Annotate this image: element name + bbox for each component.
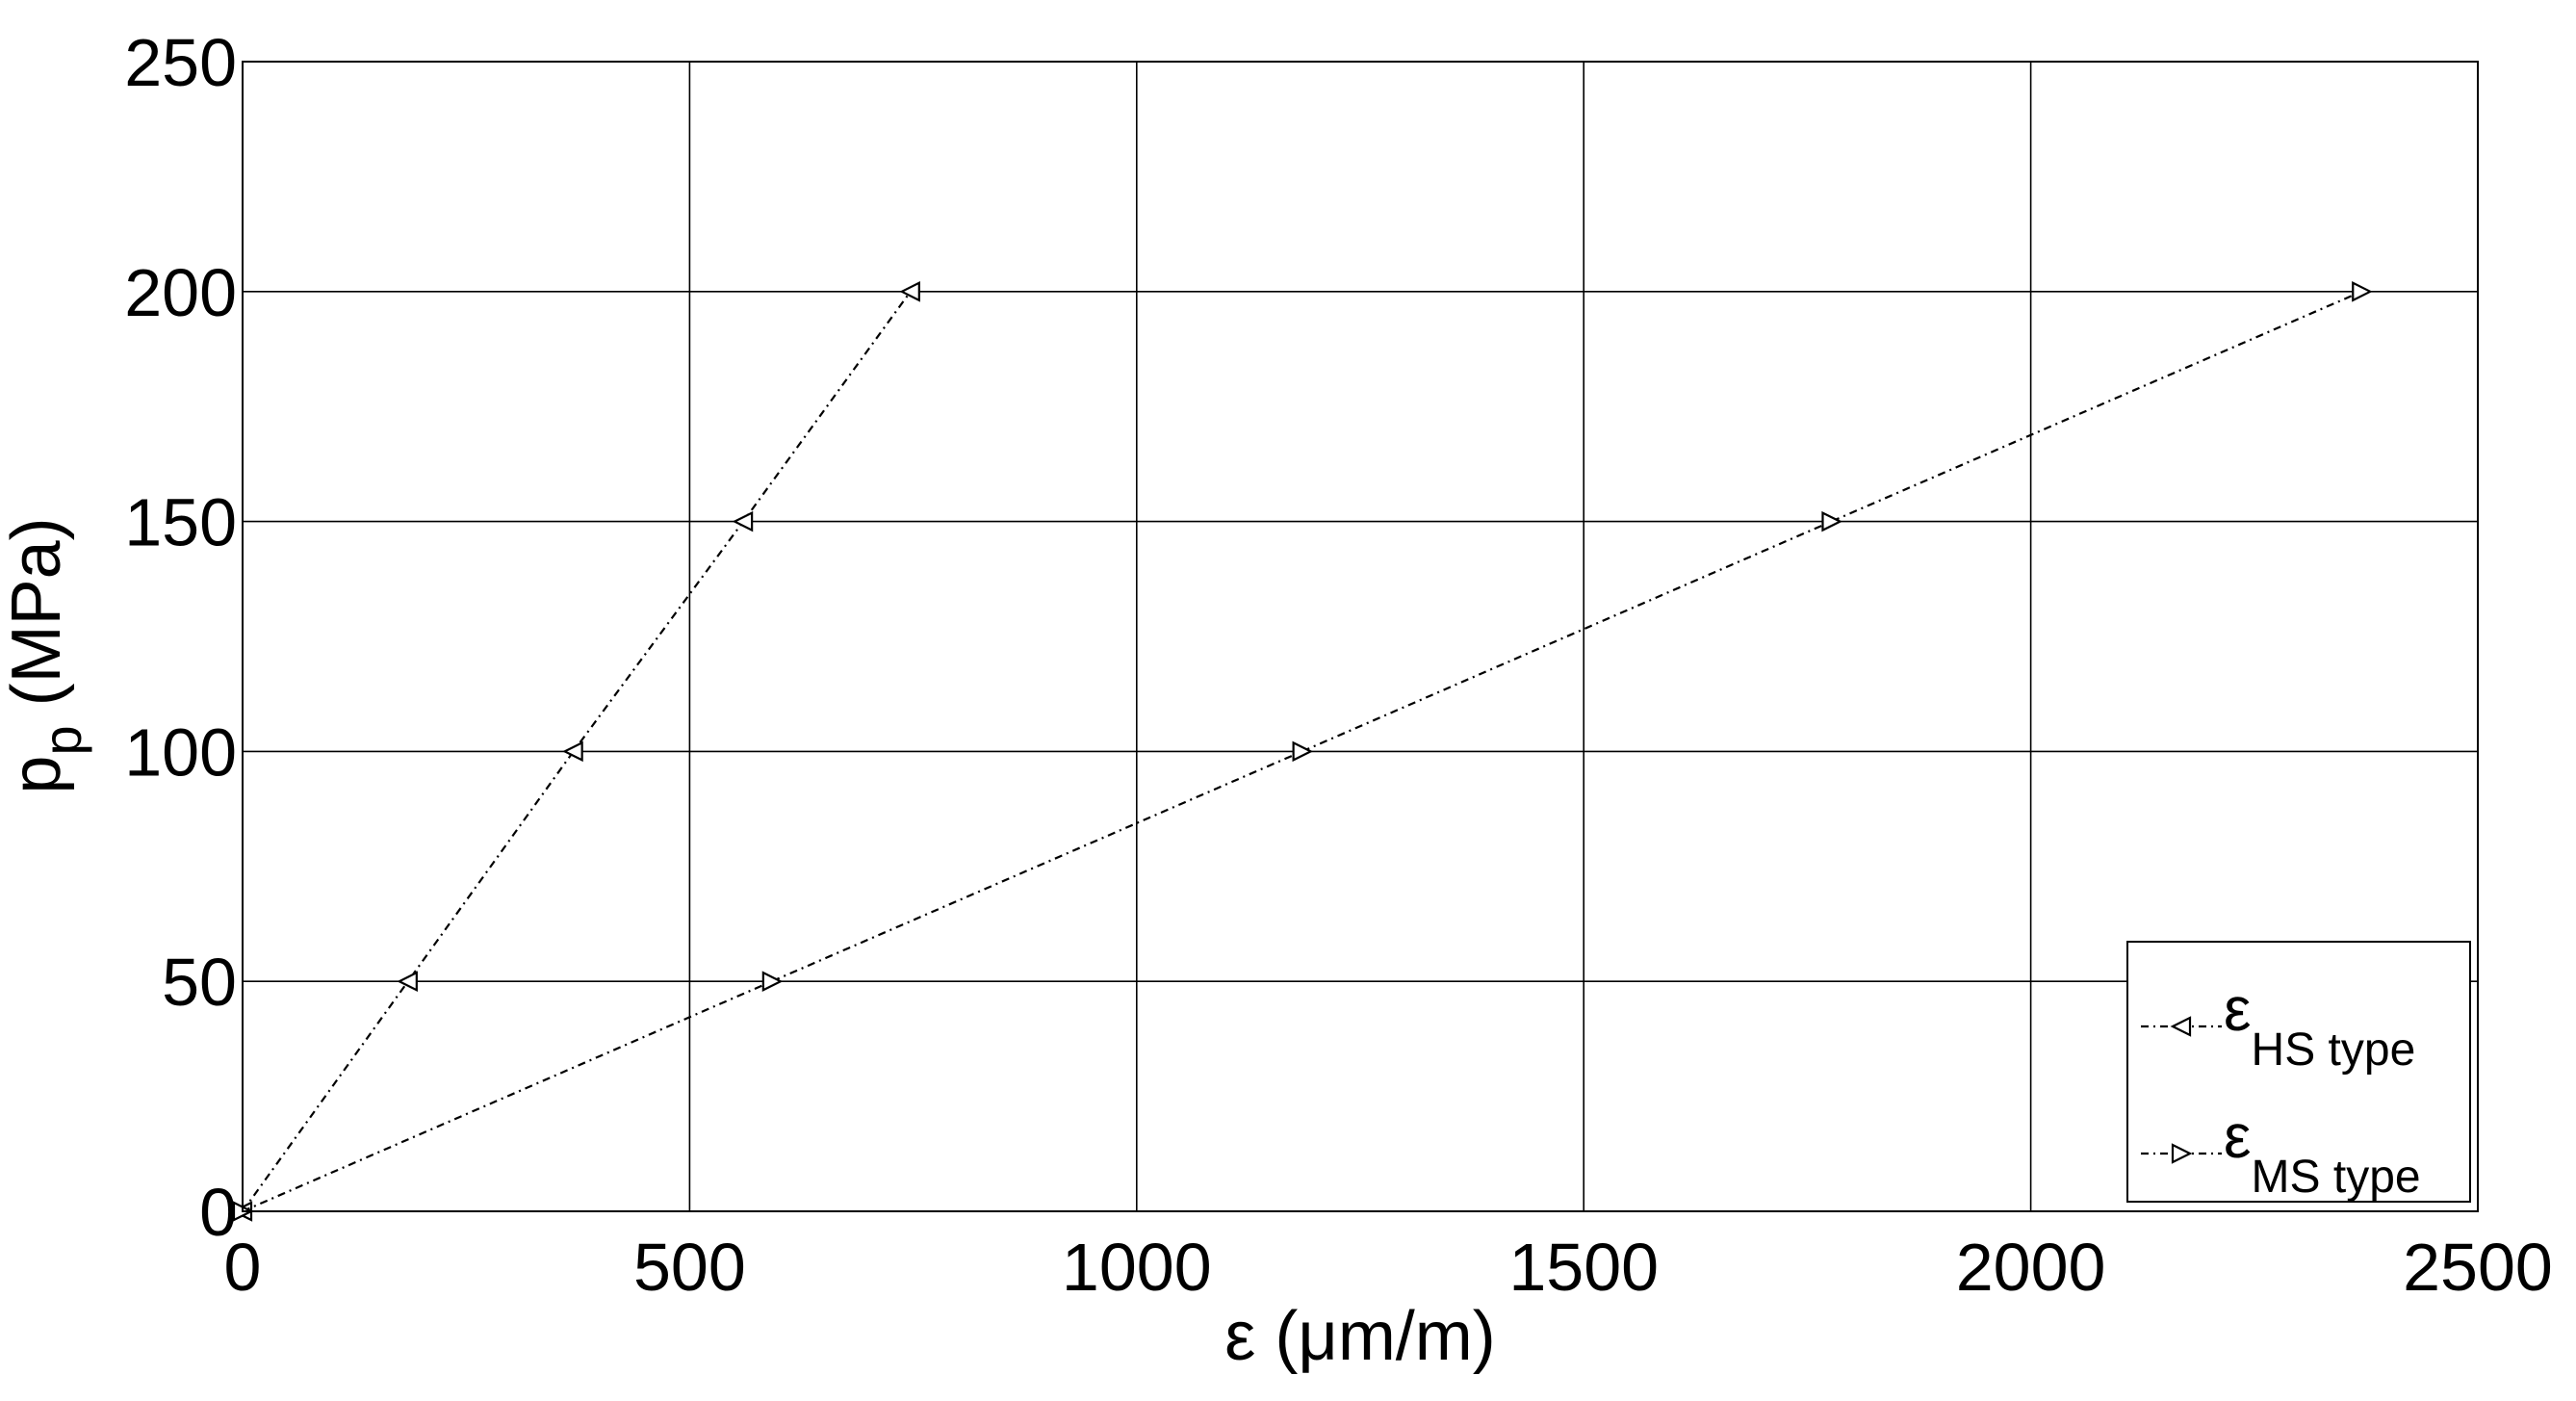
- legend-box: [2126, 941, 2471, 1203]
- y-tick-label: 100: [124, 714, 237, 790]
- legend-marker: [2171, 1143, 2193, 1164]
- x-tick-label: 2000: [1956, 1230, 2106, 1305]
- x-tick-label: 1000: [1062, 1230, 1212, 1305]
- y-tick-label: 0: [199, 1175, 237, 1250]
- data-point: [732, 510, 754, 532]
- plot-frame: [242, 61, 2479, 1212]
- legend-item: εMS type: [2141, 1102, 2421, 1203]
- data-point: [2352, 281, 2373, 302]
- data-point: [899, 281, 920, 302]
- y-tick-label: 150: [124, 485, 237, 560]
- legend-label: εMS type: [2224, 1102, 2421, 1203]
- data-point: [562, 740, 583, 763]
- x-tick-label: 500: [633, 1230, 746, 1305]
- tick-labels: 0 500 1000 1500 2000 2500 0 50 100 150 200 250: [124, 25, 2553, 1305]
- legend-marker: [2170, 1016, 2192, 1037]
- data-point: [761, 971, 784, 992]
- x-tick-label: 1500: [1508, 1230, 1659, 1305]
- x-tick-label: 0: [224, 1230, 262, 1305]
- x-tick-label: 2500: [2403, 1230, 2553, 1305]
- data-point: [1821, 510, 1842, 532]
- legend-label: εHS type: [2224, 974, 2415, 1076]
- series-1: [232, 281, 2373, 1222]
- y-tick-label: 250: [124, 25, 237, 100]
- legend-item: εHS type: [2141, 974, 2415, 1076]
- y-axis-label: pp (MPa): [0, 517, 92, 793]
- series-line: [242, 291, 912, 1212]
- data-point: [397, 971, 418, 992]
- x-axis-label: ε (μm/m): [1224, 1298, 1496, 1375]
- legend: εHS type εMS type: [2126, 941, 2471, 1203]
- data-point: [1292, 740, 1314, 763]
- y-tick-label: 50: [162, 945, 237, 1020]
- y-tick-label: 200: [124, 255, 237, 330]
